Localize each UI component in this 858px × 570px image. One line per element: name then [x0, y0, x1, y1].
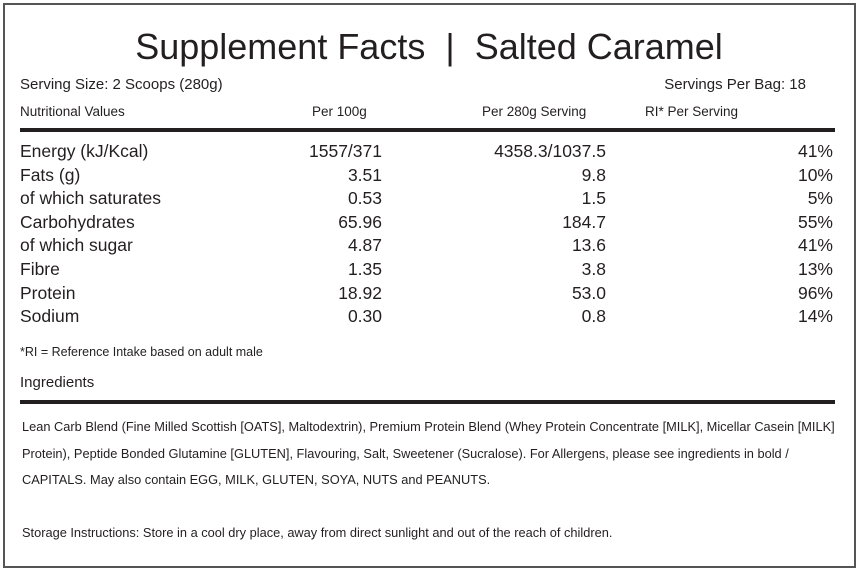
- per-100g-value: 4.87: [347, 235, 382, 256]
- header-nutritional-values: Nutritional Values: [20, 104, 125, 119]
- nutrient-name: of which sugar: [20, 235, 133, 256]
- per-100g-value: 0.53: [347, 188, 382, 209]
- per-100g-value: 0.30: [347, 306, 382, 327]
- per-serving-value: 184.7: [562, 211, 606, 232]
- nutrient-name: Protein: [20, 282, 76, 303]
- table-row: Carbohydrates 65.96 184.7 55%: [20, 212, 833, 236]
- ri-percent: 55%: [797, 211, 833, 232]
- table-row: Sodium 0.30 0.8 14%: [20, 306, 833, 330]
- ri-percent: 5%: [807, 188, 833, 209]
- per-100g-value: 3.51: [347, 164, 382, 185]
- per-100g-value: 1557/371: [309, 141, 382, 161]
- nutrient-name: Energy (kJ/Kcal): [20, 141, 149, 161]
- per-100g-value: 65.96: [338, 211, 382, 232]
- nutrient-name: Carbohydrates: [20, 211, 135, 232]
- nutrient-name: Sodium: [20, 306, 80, 327]
- header-per-serving: Per 280g Serving: [482, 104, 587, 119]
- per-serving-value: 1.5: [581, 188, 606, 209]
- ingredients-divider: [20, 400, 835, 404]
- per-serving-value: 4358.3/1037.5: [494, 141, 606, 161]
- ri-percent: 13%: [797, 259, 833, 279]
- ri-percent: 41%: [797, 141, 833, 161]
- nutrient-name: Fibre: [20, 259, 60, 279]
- ri-percent: 96%: [797, 282, 833, 303]
- per-serving-value: 13.6: [571, 235, 606, 256]
- nutrient-name: Fats (g): [20, 164, 81, 185]
- serving-size: Serving Size: 2 Scoops (280g): [20, 76, 223, 93]
- header-per-100g: Per 100g: [312, 104, 367, 119]
- ingredients-heading: Ingredients: [20, 374, 95, 391]
- nutrient-name: of which saturates: [20, 188, 162, 209]
- per-100g-value: 18.92: [338, 282, 382, 303]
- ri-percent: 10%: [797, 164, 833, 185]
- per-serving-value: 9.8: [581, 164, 606, 185]
- servings-per-bag: Servings Per Bag: 18: [664, 76, 806, 93]
- table-row: of which saturates 0.53 1.5 5%: [20, 188, 833, 212]
- ri-percent: 41%: [797, 235, 833, 256]
- table-row: Fats (g) 3.51 9.8 10%: [20, 165, 833, 189]
- table-row: of which sugar 4.87 13.6 41%: [20, 235, 833, 259]
- label-title: Supplement Facts | Salted Caramel: [135, 26, 723, 67]
- per-serving-value: 0.8: [581, 306, 606, 327]
- table-row: Energy (kJ/Kcal) 1557/371 4358.3/1037.5 41%: [20, 141, 833, 165]
- per-serving-value: 53.0: [571, 282, 606, 303]
- ri-footnote: *RI = Reference Intake based on adult ma…: [20, 345, 263, 359]
- ingredients-text: Lean Carb Blend (Fine Milled Scottish [O…: [22, 419, 835, 487]
- table-row: Protein 18.92 53.0 96%: [20, 283, 833, 307]
- header-divider: [20, 128, 835, 132]
- table-row: Fibre 1.35 3.8 13%: [20, 259, 833, 283]
- header-ri-per-serving: RI* Per Serving: [645, 104, 739, 119]
- ri-percent: 14%: [797, 306, 833, 327]
- storage-instructions: Storage Instructions: Store in a cool dr…: [22, 525, 613, 540]
- per-serving-value: 3.8: [581, 259, 606, 279]
- label-border: [3, 3, 856, 568]
- per-100g-value: 1.35: [347, 259, 382, 279]
